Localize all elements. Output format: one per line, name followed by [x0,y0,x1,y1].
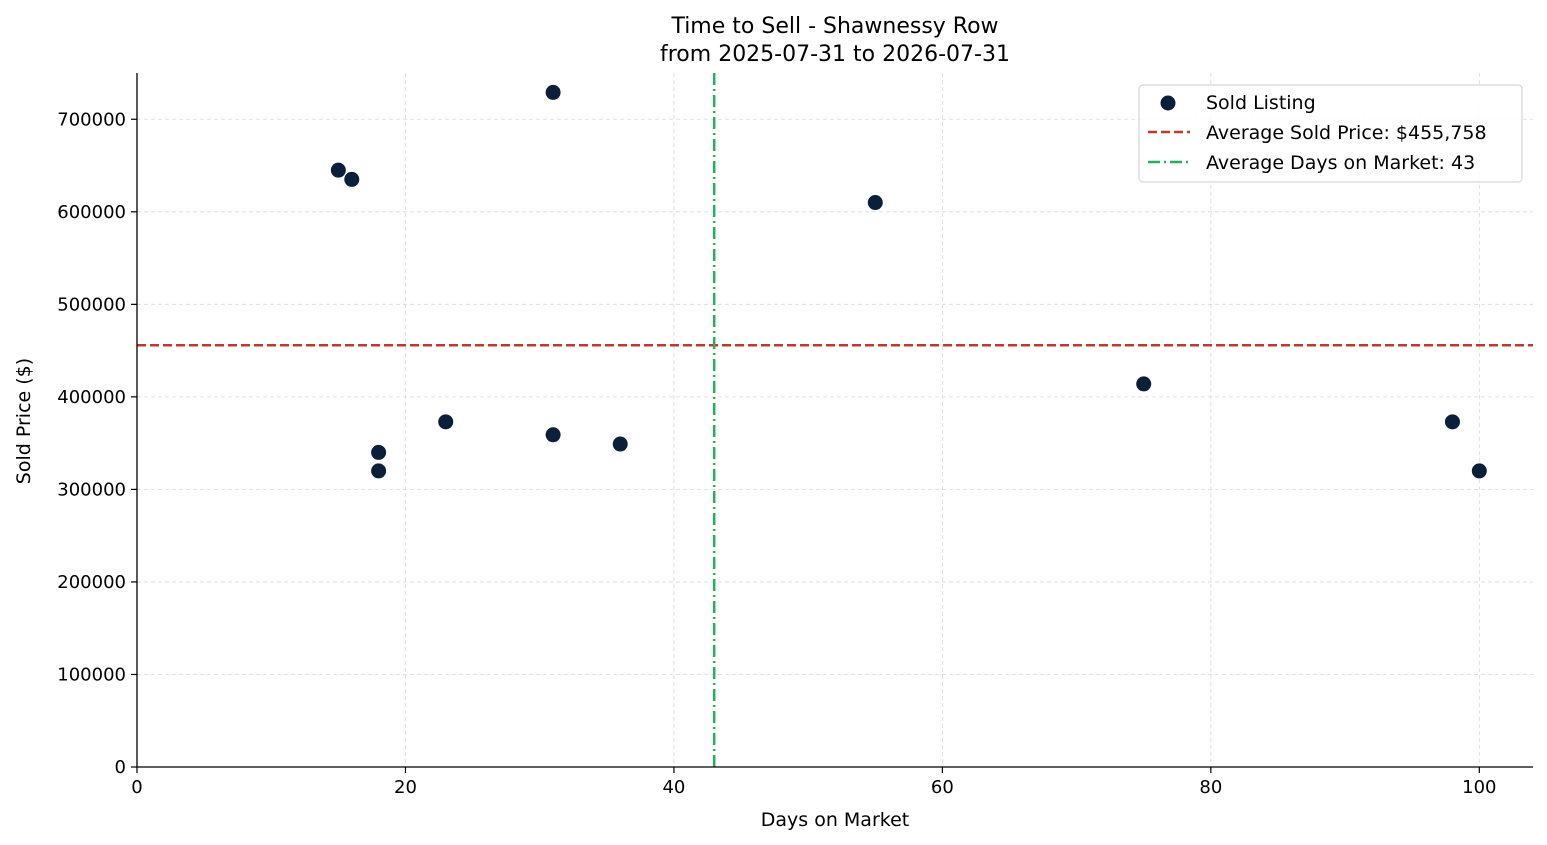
data-points [330,84,1487,479]
y-tick-label: 700000 [57,109,126,130]
x-tick-label: 0 [131,777,142,798]
grid [137,73,1533,767]
legend-marker-sold-listing [1160,95,1176,111]
scatter-point [612,436,628,452]
x-tick-label: 80 [1199,777,1222,798]
scatter-point [344,171,360,187]
x-tick-label: 100 [1462,777,1496,798]
reference-lines [137,73,1533,767]
scatter-point [545,427,561,443]
legend-label-sold-listing: Sold Listing [1206,92,1316,114]
scatter-point [438,414,454,430]
scatter-point [545,84,561,100]
scatter-point [371,444,387,460]
y-tick-label: 500000 [57,294,126,315]
y-tick-label: 100000 [57,664,126,685]
y-axis-label: Sold Price ($) [13,358,35,484]
legend-label-average-days: Average Days on Market: 43 [1206,152,1475,174]
x-tick-label: 20 [394,777,417,798]
y-tick-label: 0 [115,757,126,778]
scatter-point [1136,376,1152,392]
chart-title: Time to Sell - Shawnessy Row [670,14,998,39]
x-tick-label: 60 [931,777,954,798]
scatter-point [1471,463,1487,479]
legend-box [1138,84,1523,183]
scatter-point [867,195,883,211]
legend: Sold Listing Average Sold Price: $455,75… [1138,84,1523,183]
legend-label-average-price: Average Sold Price: $455,758 [1206,122,1487,144]
x-axis-label: Days on Market [761,809,909,831]
y-tick-label: 600000 [57,202,126,223]
scatter-point [371,463,387,479]
scatter-point [1444,414,1460,430]
x-tick-label: 40 [662,777,685,798]
y-tick-label: 200000 [57,572,126,593]
tick-labels: 0 20 40 60 80 100 0 100000 200000 300000 400000 500… [57,109,1496,798]
y-tick-label: 400000 [57,387,126,408]
axes [131,73,1533,773]
scatter-point [330,162,346,178]
y-tick-label: 300000 [57,479,126,500]
chart-subtitle: from 2025-07-31 to 2026-07-31 [660,42,1010,67]
